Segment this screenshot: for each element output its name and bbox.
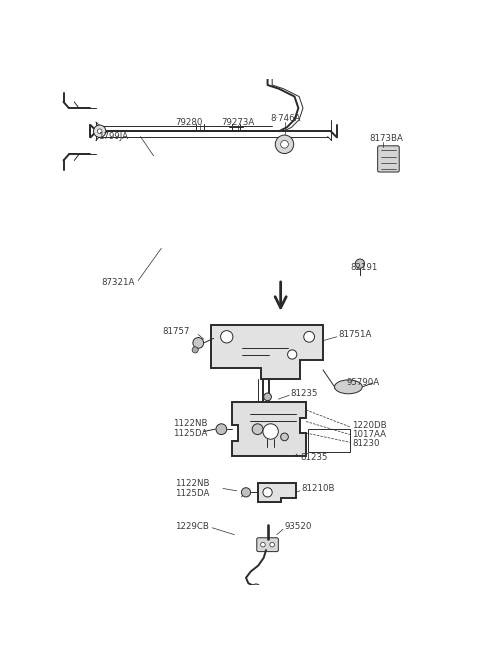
Text: 1017AA: 1017AA — [352, 430, 386, 439]
Text: 1122NB: 1122NB — [175, 480, 210, 488]
Text: 1229CB: 1229CB — [175, 522, 209, 532]
Text: 81235: 81235 — [291, 388, 318, 397]
Text: 8173BA: 8173BA — [369, 135, 403, 143]
Circle shape — [261, 543, 265, 547]
Polygon shape — [232, 402, 306, 456]
Polygon shape — [258, 483, 296, 503]
Circle shape — [192, 347, 198, 353]
Circle shape — [304, 331, 314, 342]
Text: 87321A: 87321A — [101, 279, 134, 287]
Circle shape — [281, 141, 288, 148]
Text: 8·746A: 8·746A — [271, 114, 301, 124]
Circle shape — [281, 433, 288, 441]
Circle shape — [264, 393, 271, 401]
Ellipse shape — [335, 380, 362, 394]
Text: 1125DA: 1125DA — [175, 489, 210, 497]
Circle shape — [193, 338, 204, 348]
Circle shape — [288, 350, 297, 359]
FancyBboxPatch shape — [257, 538, 278, 552]
Circle shape — [270, 543, 275, 547]
Circle shape — [355, 259, 365, 268]
Circle shape — [263, 424, 278, 439]
Circle shape — [252, 424, 263, 434]
Text: 1122NB: 1122NB — [173, 419, 207, 428]
Circle shape — [97, 129, 102, 133]
Text: 81230: 81230 — [352, 440, 380, 448]
Circle shape — [216, 424, 227, 434]
Text: 82191: 82191 — [350, 263, 377, 272]
Circle shape — [263, 487, 272, 497]
Text: 1799JA: 1799JA — [98, 132, 128, 141]
Text: 81210B: 81210B — [301, 484, 335, 493]
Text: 81757: 81757 — [163, 327, 191, 336]
Text: 1125DA: 1125DA — [173, 428, 207, 438]
Text: 93520: 93520 — [285, 522, 312, 532]
Text: 81751A: 81751A — [338, 330, 372, 339]
Circle shape — [275, 135, 294, 154]
Ellipse shape — [267, 69, 284, 78]
Polygon shape — [211, 325, 323, 379]
Text: 79280: 79280 — [175, 118, 203, 127]
Text: 79273A: 79273A — [221, 118, 254, 127]
Text: 95790A: 95790A — [346, 378, 379, 388]
Circle shape — [252, 584, 261, 593]
FancyBboxPatch shape — [378, 146, 399, 172]
Circle shape — [221, 330, 233, 343]
Circle shape — [94, 125, 106, 137]
Text: 81235: 81235 — [300, 453, 327, 462]
Circle shape — [241, 487, 251, 497]
Text: 1220DB: 1220DB — [352, 421, 387, 430]
